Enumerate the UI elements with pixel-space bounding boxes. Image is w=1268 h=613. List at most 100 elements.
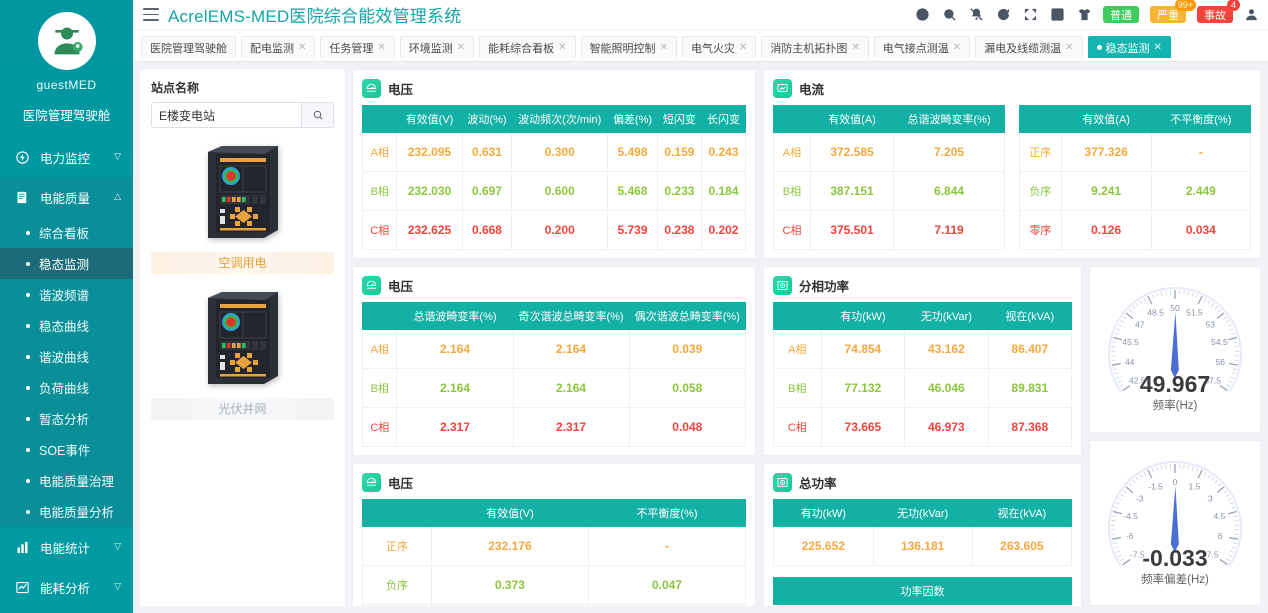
device-image-wrap bbox=[151, 288, 334, 392]
col-header: 有功(kW) bbox=[820, 302, 906, 330]
cell: 9.241 bbox=[1060, 171, 1152, 211]
refresh-icon[interactable] bbox=[995, 7, 1011, 23]
avatar[interactable] bbox=[37, 12, 96, 70]
cell: 232.176 bbox=[430, 526, 589, 566]
svg-text:-4.5: -4.5 bbox=[1123, 511, 1138, 521]
tab-hospital-cockpit[interactable]: 医院管理驾驶舱 bbox=[141, 36, 236, 58]
sidebar-group-medical-it[interactable]: 医疗IT系统 ▽ bbox=[0, 607, 133, 613]
tab-fire-topology[interactable]: 消防主机拓扑图 ✕ bbox=[761, 36, 869, 58]
status-badge-normal[interactable]: 普通 bbox=[1103, 6, 1139, 23]
cell: 0.238 bbox=[656, 210, 702, 250]
col-header: 波动(%) bbox=[461, 105, 513, 133]
sidebar-group-label: 电力监控 bbox=[40, 151, 91, 166]
sidebar-item-label: 负荷曲线 bbox=[39, 382, 90, 396]
card-header: 总功率 bbox=[773, 473, 1072, 492]
sidebar-item-soe[interactable]: SOE事件 bbox=[0, 434, 133, 465]
svg-text:44: 44 bbox=[1125, 357, 1135, 367]
close-icon[interactable]: ✕ bbox=[1153, 42, 1162, 53]
search-icon[interactable] bbox=[941, 7, 957, 23]
tab-steady-state-monitor[interactable]: 稳态监测 ✕ bbox=[1087, 36, 1171, 58]
cell: 7.205 bbox=[893, 132, 1005, 172]
status-badge-accident[interactable]: 事故 4 bbox=[1197, 0, 1240, 23]
table-row: A相 372.585 7.205 bbox=[773, 132, 1005, 172]
tab-contact-temp[interactable]: 电气接点测温 ✕ bbox=[873, 36, 971, 58]
voltage-sequence-card: 电压 有效值(V) 不平衡度(%) 正序 bbox=[352, 463, 756, 606]
sidebar-item-wentaijiance[interactable]: 稳态监测 bbox=[0, 248, 133, 279]
sidebar-group-energy-analysis[interactable]: 能耗分析 ▽ bbox=[0, 567, 133, 607]
user-avatar-icon[interactable] bbox=[1244, 7, 1259, 22]
device-name[interactable]: 光伏并网 bbox=[151, 398, 334, 420]
sidebar-submenu: 综合看板 稳态监测 谐波频谱 稳态曲线 谐波曲线 负荷曲线 暂态分析 SOE事件… bbox=[0, 217, 133, 527]
tab-smart-lighting[interactable]: 智能照明控制 ✕ bbox=[580, 36, 677, 58]
cell: 0.126 bbox=[1060, 210, 1152, 250]
tab-electrical-fire[interactable]: 电气火灾 ✕ bbox=[681, 36, 757, 58]
cell: 0.039 bbox=[628, 329, 747, 369]
cell: 43.162 bbox=[904, 329, 989, 369]
sidebar-item-xiebopinpu[interactable]: 谐波频谱 bbox=[0, 279, 133, 310]
col-header bbox=[1019, 105, 1062, 133]
mute-bell-icon[interactable] bbox=[968, 7, 984, 23]
close-icon[interactable]: ✕ bbox=[738, 42, 748, 53]
table-row: C相 232.625 0.668 0.200 5.739 0.238 0.202 bbox=[361, 210, 747, 250]
col-header: 有功(kW) bbox=[773, 499, 874, 527]
cell: 73.665 bbox=[820, 407, 906, 447]
sidebar-group-energy-stats[interactable]: 电能统计 ▽ bbox=[0, 527, 133, 567]
sidebar-item-fuhequxian[interactable]: 负荷曲线 bbox=[0, 372, 133, 403]
tab-leakage-temp[interactable]: 漏电及线缆测温 ✕ bbox=[975, 36, 1083, 58]
close-icon[interactable]: ✕ bbox=[952, 42, 962, 53]
table-row: B相 387.151 6.844 bbox=[773, 171, 1005, 211]
close-icon[interactable]: ✕ bbox=[851, 42, 860, 53]
close-icon[interactable]: ✕ bbox=[659, 42, 668, 53]
close-icon[interactable]: ✕ bbox=[456, 42, 466, 53]
avatar-wrap bbox=[0, 0, 133, 70]
sidebar-item-xieboquxian[interactable]: 谐波曲线 bbox=[0, 341, 133, 372]
device-card-2[interactable]: 光伏并网 bbox=[151, 288, 334, 420]
bullet-icon bbox=[26, 416, 30, 421]
cell: 0.184 bbox=[700, 171, 747, 211]
hamburger-icon[interactable] bbox=[143, 8, 159, 21]
col-header: 有效值(A) bbox=[809, 105, 895, 133]
card-header: 电压 bbox=[362, 276, 746, 295]
fullscreen-icon[interactable] bbox=[1022, 7, 1038, 23]
row-label: A相 bbox=[361, 329, 398, 369]
cell: 232.625 bbox=[396, 210, 463, 250]
search-input[interactable] bbox=[152, 103, 301, 127]
close-icon[interactable]: ✕ bbox=[1065, 42, 1074, 53]
col-header: 短闪变 bbox=[656, 105, 702, 133]
col-header: 偶次谐波总畸变率(%) bbox=[628, 302, 747, 330]
tab-label: 能耗综合看板 bbox=[488, 42, 555, 55]
sidebar-group-power-monitor[interactable]: 电力监控 ▽ bbox=[0, 137, 133, 177]
sidebar-item-fenxi[interactable]: 电能质量分析 bbox=[0, 496, 133, 527]
sidebar-item-wentaiquxian[interactable]: 稳态曲线 bbox=[0, 310, 133, 341]
cell: 6.844 bbox=[893, 171, 1005, 211]
tab-env-monitor[interactable]: 环境监测 ✕ bbox=[399, 36, 475, 58]
tab-task-mgmt[interactable]: 任务管理 ✕ bbox=[320, 36, 395, 58]
sidebar-group-power-quality[interactable]: 电能质量 △ bbox=[0, 177, 133, 217]
search-button[interactable] bbox=[301, 103, 333, 127]
status-badge-severe[interactable]: 严重 99+ bbox=[1150, 0, 1196, 23]
tab-energy-board[interactable]: 能耗综合看板 ✕ bbox=[479, 36, 576, 58]
close-icon[interactable]: ✕ bbox=[377, 42, 386, 53]
close-icon[interactable]: ✕ bbox=[298, 42, 307, 53]
sidebar-item-zhili[interactable]: 电能质量治理 bbox=[0, 465, 133, 496]
row-label: C相 bbox=[361, 407, 398, 447]
col-header bbox=[361, 302, 398, 330]
cell: - bbox=[1150, 132, 1252, 172]
tab-distribution[interactable]: 配电监测 ✕ bbox=[241, 36, 316, 58]
sidebar-item-label: 电能质量治理 bbox=[39, 475, 115, 489]
status-badge-count: 99+ bbox=[1174, 0, 1196, 11]
device-card-1[interactable]: 空调用电 bbox=[151, 142, 334, 274]
sidebar-item-hospital-cockpit[interactable]: 医院管理驾驶舱 bbox=[22, 109, 111, 123]
gauge-value: -0.033 bbox=[1142, 545, 1207, 571]
sidebar-item-zonghekanban[interactable]: 综合看板 bbox=[0, 217, 133, 248]
close-icon[interactable]: ✕ bbox=[558, 42, 567, 53]
theme-shirt-icon[interactable] bbox=[1076, 7, 1092, 23]
sidebar-item-zantaifenxi[interactable]: 暂态分析 bbox=[0, 403, 133, 434]
lifebuoy-icon[interactable] bbox=[914, 7, 930, 23]
status-badge-label: 普通 bbox=[1110, 9, 1132, 22]
bullet-icon bbox=[26, 509, 30, 514]
device-name[interactable]: 空调用电 bbox=[151, 252, 334, 274]
